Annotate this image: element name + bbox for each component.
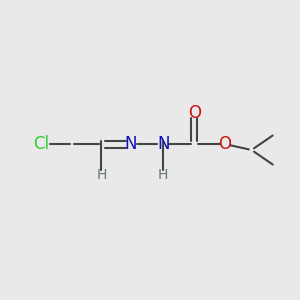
Text: N: N xyxy=(124,135,137,153)
Text: Cl: Cl xyxy=(33,135,49,153)
Text: H: H xyxy=(96,168,106,182)
Text: H: H xyxy=(158,168,168,182)
Text: O: O xyxy=(188,104,201,122)
Text: N: N xyxy=(157,135,169,153)
Text: O: O xyxy=(219,135,232,153)
